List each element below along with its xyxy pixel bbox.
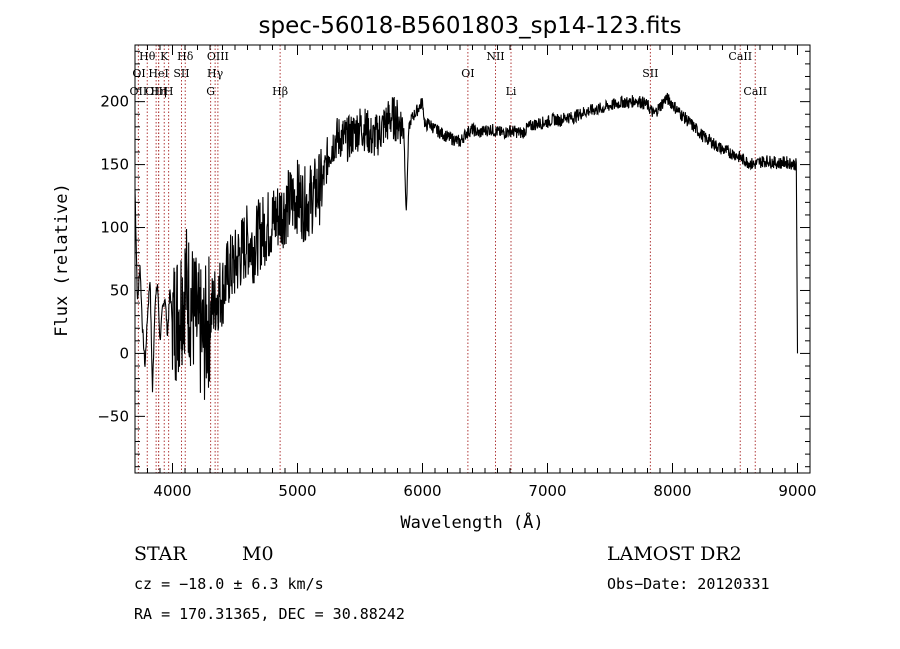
x-axis: 4000 5000 6000 7000 8000 9000: [134, 45, 817, 500]
line-marker-label: Li: [506, 85, 517, 98]
survey-name: LAMOST DR2: [607, 543, 742, 565]
obs-date-text: Obs−Date: 20120331: [607, 575, 770, 593]
x-tick-label: 7000: [528, 482, 566, 500]
y-tick-label: 0: [119, 344, 129, 362]
line-marker-label: OII: [130, 85, 148, 98]
chart-title: spec-56018-B5601803_sp14-123.fits: [259, 13, 682, 39]
y-tick-label: 100: [100, 219, 129, 237]
line-marker-label: Hθ: [139, 50, 156, 63]
object-class: STAR: [134, 543, 187, 565]
line-marker-label: K: [160, 50, 169, 63]
line-marker-label: G: [206, 85, 215, 98]
line-markers: OIIHθOIIIKHηHeIHSIIHδGHγOIIIHβOINIILiSII…: [130, 45, 767, 473]
line-marker-label: H: [164, 85, 174, 98]
object-subclass: M0: [242, 543, 274, 565]
line-marker-label: HeI: [148, 67, 168, 80]
y-tick-label: 150: [100, 156, 129, 174]
x-axis-label: Wavelength (Å): [400, 511, 543, 533]
line-marker-label: OIII: [207, 50, 229, 63]
line-marker-label: Hδ: [177, 50, 194, 63]
spectrum-line: [134, 92, 799, 400]
y-axis: −50 0 50 100 150 200: [97, 50, 810, 468]
y-tick-label: 50: [110, 281, 129, 299]
x-tick-label: 5000: [278, 482, 316, 500]
line-marker-label: OI: [132, 67, 145, 80]
y-axis-label: Flux (relative): [52, 183, 72, 337]
line-marker-label: NII: [486, 50, 504, 63]
y-tick-label: −50: [97, 407, 129, 425]
line-marker-label: OI: [461, 67, 474, 80]
x-tick-label: 6000: [403, 482, 441, 500]
x-tick-label: 8000: [653, 482, 691, 500]
x-tick-label: 9000: [778, 482, 816, 500]
y-tick-label: 200: [100, 93, 129, 111]
line-marker-label: SII: [173, 67, 189, 80]
line-marker-label: Hγ: [207, 67, 224, 80]
line-marker-label: OIII: [145, 85, 167, 98]
x-tick-label: 4000: [153, 482, 191, 500]
line-marker-label: CaII: [743, 85, 767, 98]
line-marker-label: SII: [642, 67, 658, 80]
line-marker-label: Hβ: [272, 85, 288, 98]
spectrum-series: [134, 92, 799, 400]
radec-text: RA = 170.31365, DEC = 30.88242: [134, 605, 405, 623]
redshift-text: cz = −18.0 ± 6.3 km/s: [134, 575, 324, 593]
line-marker-label: CaII: [728, 50, 752, 63]
